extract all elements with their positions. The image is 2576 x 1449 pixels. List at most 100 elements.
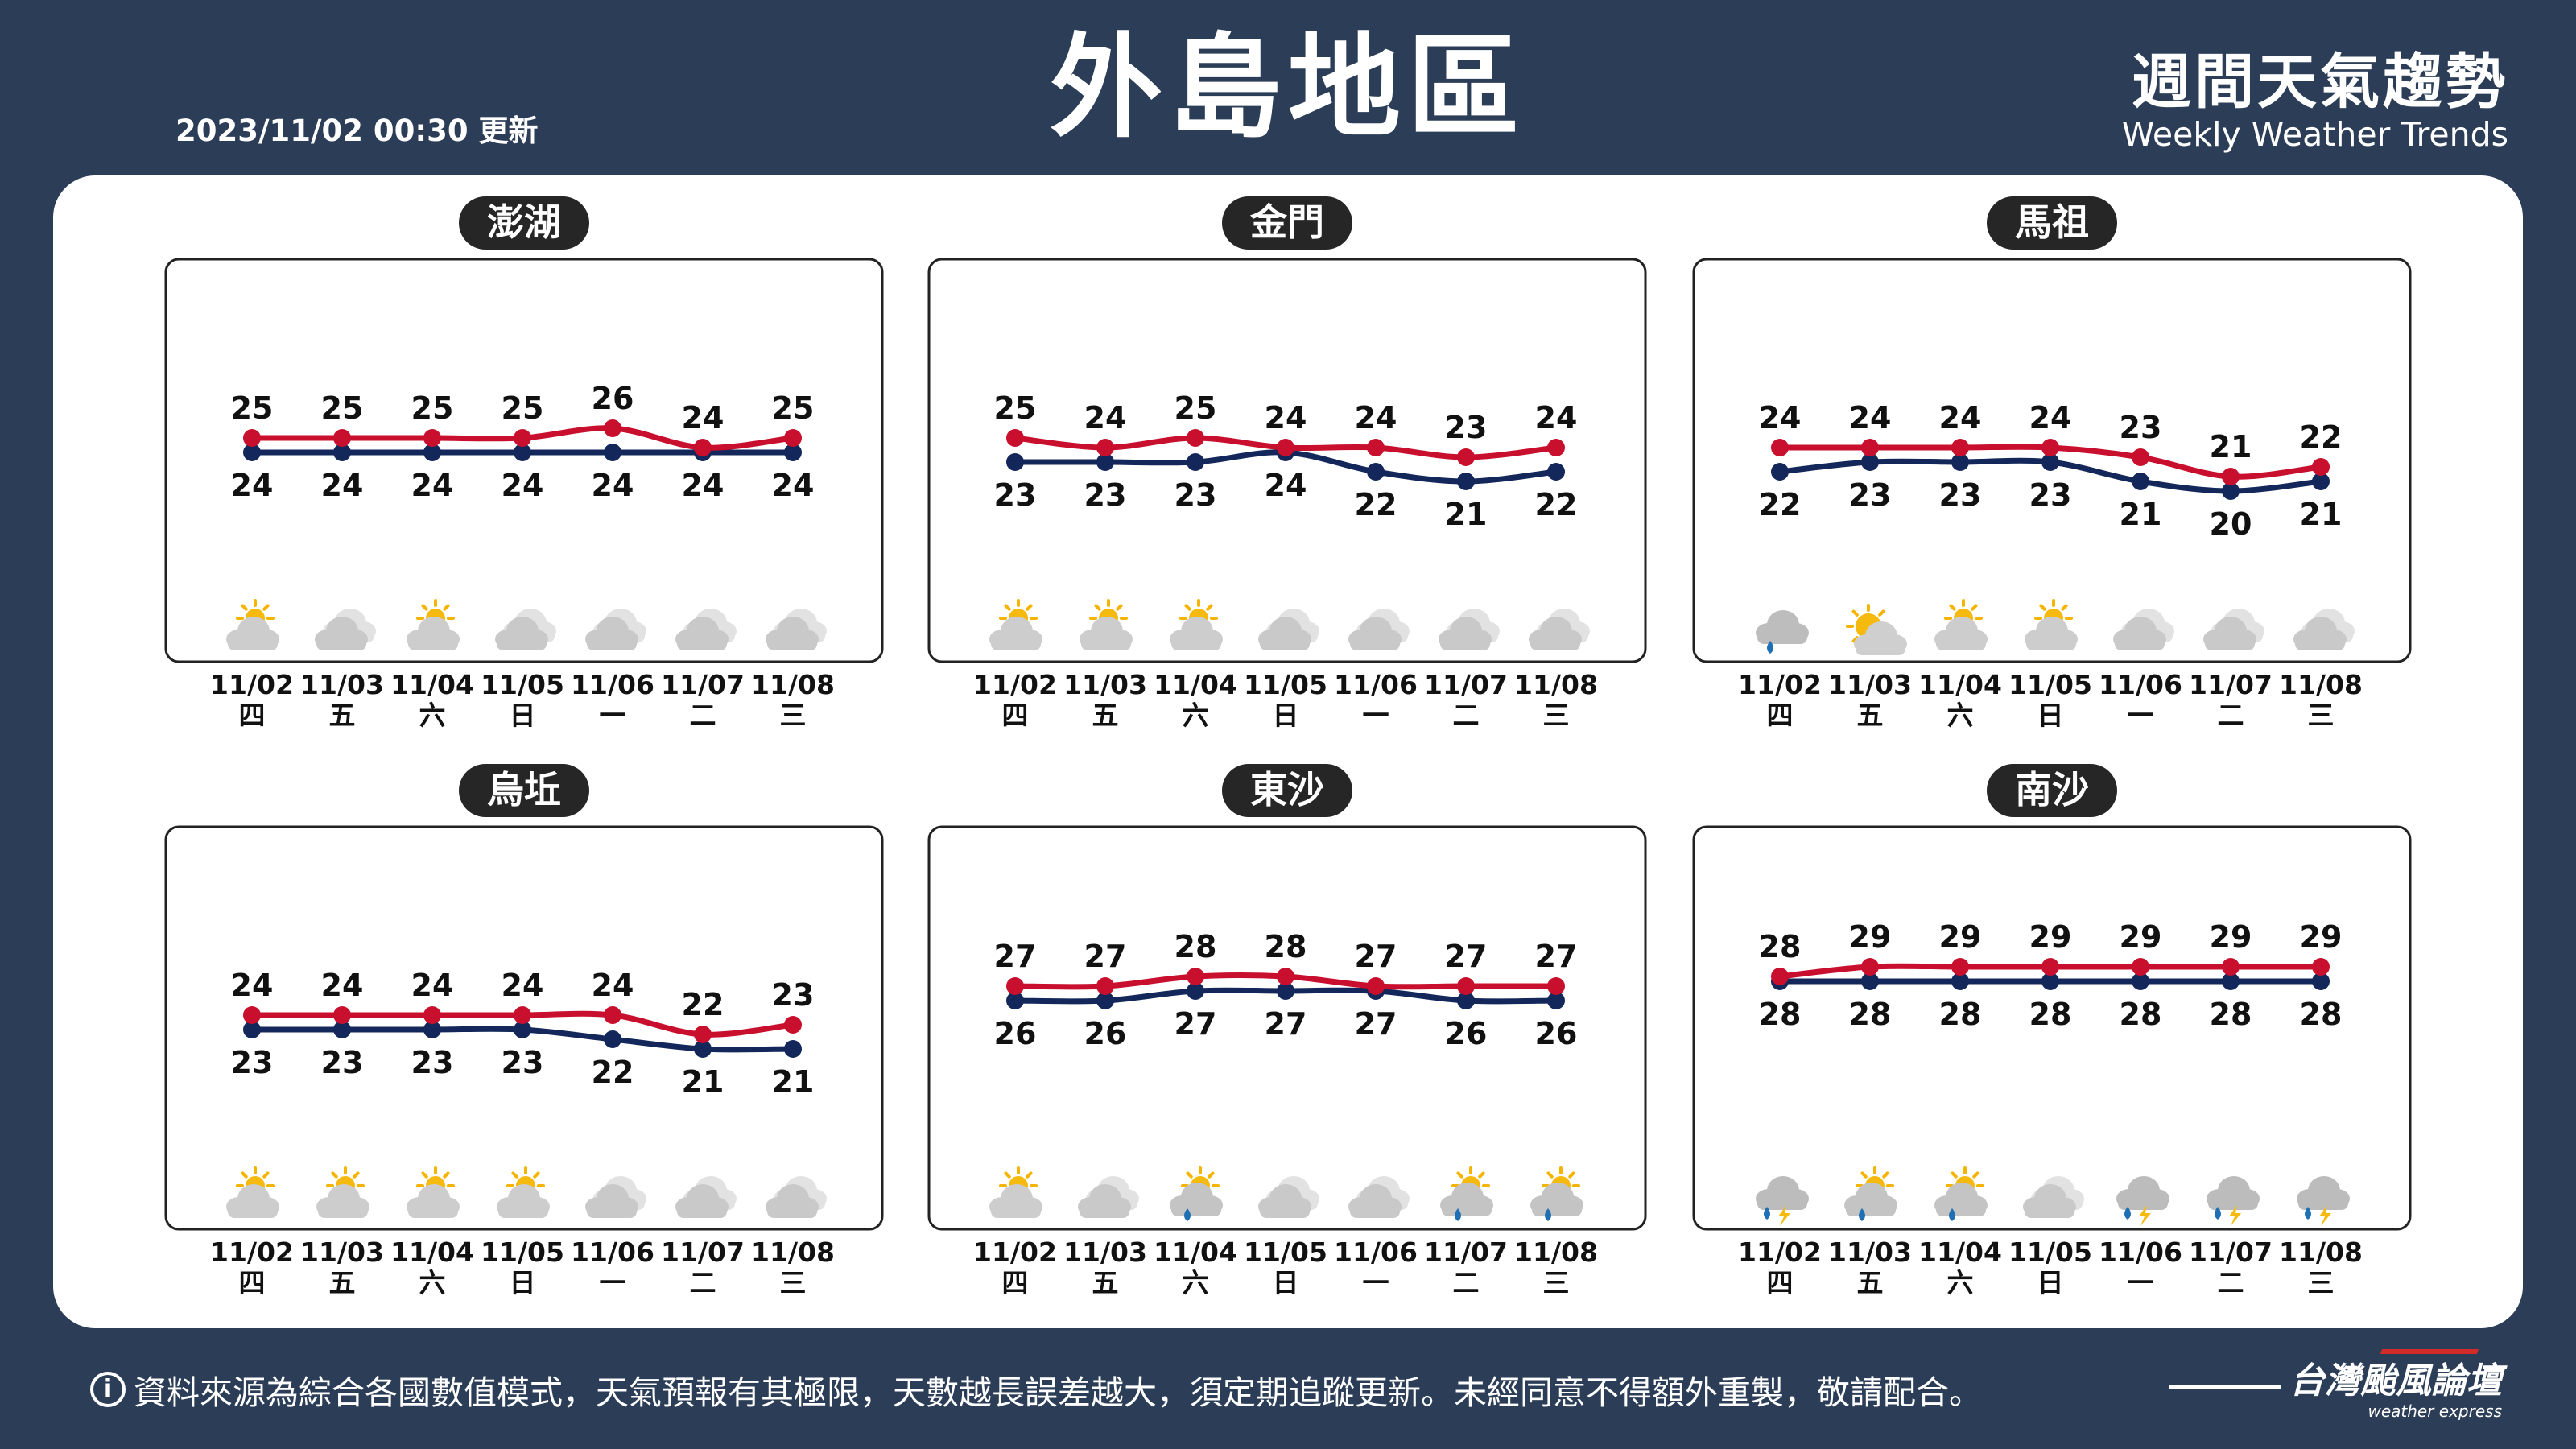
date-label: 11/02 bbox=[210, 1236, 294, 1268]
cloud-base bbox=[1757, 1197, 1807, 1210]
low-temp-point bbox=[1457, 992, 1475, 1009]
low-temp-label: 28 bbox=[2120, 997, 2162, 1032]
plot-frame bbox=[927, 825, 1647, 1231]
cloudy-icon bbox=[585, 609, 646, 650]
station-title-pill: 金門 bbox=[1222, 196, 1352, 250]
low-temp-label: 22 bbox=[1535, 487, 1578, 522]
station-title-bg bbox=[1987, 196, 2117, 250]
weekday-label: 一 bbox=[2128, 1267, 2154, 1298]
high-temp-point bbox=[1457, 977, 1475, 995]
sun-rain-icon bbox=[1530, 1166, 1583, 1221]
weekday-label: 三 bbox=[2308, 700, 2334, 731]
date-label: 11/06 bbox=[1334, 1236, 1418, 1268]
station-panel: 烏坵 24 24 24 24 24 22 23 23 23 23 23 22 21 21 11/02 11/03… bbox=[164, 764, 884, 1298]
logo-text-zh: 台灣颱風論壇 bbox=[2289, 1360, 2502, 1402]
date-label: 11/07 bbox=[661, 669, 745, 700]
low-temp-point bbox=[1367, 463, 1385, 481]
sun-ray bbox=[241, 604, 248, 611]
cloudy-icon bbox=[1439, 609, 1500, 650]
date-label: 11/03 bbox=[1828, 1236, 1912, 1268]
weekday-label: 四 bbox=[239, 700, 266, 731]
low-temp-point bbox=[333, 444, 351, 461]
footer-note: i 資料來源為綜合各國數值模式，天氣預報有其極限，天數越長誤差越大，須定期追蹤更… bbox=[90, 1365, 1982, 1414]
cloud-base bbox=[1260, 1205, 1310, 1218]
low-temp-label: 24 bbox=[592, 468, 634, 503]
date-label: 11/08 bbox=[2279, 1236, 2363, 1268]
low-temp-label: 23 bbox=[1084, 477, 1127, 513]
rain-drop bbox=[1949, 1208, 1955, 1221]
weekday-label: 五 bbox=[1857, 1267, 1884, 1298]
thunderstorm-icon bbox=[2207, 1176, 2260, 1226]
high-temp-point bbox=[2312, 958, 2330, 976]
cloud-base bbox=[1171, 638, 1221, 650]
rain-drop bbox=[1764, 1207, 1770, 1220]
low-temp-label: 28 bbox=[1849, 997, 1892, 1032]
weekday-label: 五 bbox=[329, 1267, 356, 1298]
high-temp-label: 29 bbox=[2210, 919, 2252, 955]
logo-red-stroke bbox=[2380, 1349, 2479, 1354]
cloud-base bbox=[1440, 638, 1490, 650]
sun-ray bbox=[1116, 604, 1123, 611]
high-temp-point bbox=[1187, 968, 1204, 985]
cloud-base bbox=[2208, 1197, 2258, 1210]
low-temp-point bbox=[243, 1021, 261, 1038]
partly-sunny-icon bbox=[1080, 599, 1133, 650]
weekday-label: 三 bbox=[2308, 1267, 2334, 1298]
brand-title-en: Weekly Weather Trends bbox=[2121, 115, 2508, 154]
cloud-base bbox=[1171, 1203, 1221, 1216]
cloud-base bbox=[2298, 1197, 2348, 1210]
low-temp-label: 24 bbox=[682, 468, 724, 503]
weekday-label: 六 bbox=[1183, 1267, 1209, 1298]
date-label: 11/02 bbox=[973, 669, 1057, 700]
high-temp-point bbox=[423, 1006, 441, 1024]
high-temp-label: 27 bbox=[1445, 939, 1488, 974]
sun-rain-icon bbox=[1440, 1166, 1493, 1221]
cloud-base bbox=[1442, 1203, 1492, 1216]
cloud-base bbox=[1350, 1205, 1400, 1218]
high-temp-label: 24 bbox=[1849, 400, 1892, 436]
cloud-base bbox=[1936, 1203, 1986, 1216]
high-temp-label: 27 bbox=[1535, 939, 1578, 974]
low-temp-point bbox=[1006, 453, 1024, 471]
lightning-bolt bbox=[2139, 1205, 2151, 1226]
high-temp-point bbox=[1277, 439, 1294, 456]
low-temp-label: 26 bbox=[1084, 1016, 1127, 1051]
low-temp-point bbox=[423, 1021, 441, 1038]
low-temp-label: 23 bbox=[1939, 477, 1982, 513]
low-temp-point bbox=[1951, 972, 1969, 990]
sun-rain-icon bbox=[1170, 1166, 1223, 1221]
cloud-base bbox=[587, 638, 637, 650]
high-temp-point bbox=[1547, 977, 1565, 995]
station-title-bg bbox=[1222, 196, 1352, 250]
weekday-label: 一 bbox=[2128, 700, 2154, 731]
page-title: 外島地區 bbox=[1049, 23, 1526, 154]
low-temp-label: 23 bbox=[1174, 477, 1217, 513]
cloud-base bbox=[1846, 1203, 1896, 1216]
date-label: 11/08 bbox=[751, 669, 835, 700]
station-title-bg bbox=[459, 764, 589, 817]
cloudy-icon bbox=[1529, 609, 1590, 650]
low-temp-label: 24 bbox=[321, 468, 364, 503]
weekday-label: 二 bbox=[690, 1267, 716, 1298]
date-label: 11/02 bbox=[1738, 669, 1822, 700]
sun-ray bbox=[1951, 1171, 1958, 1179]
date-label: 11/07 bbox=[1424, 669, 1508, 700]
station-title: 南沙 bbox=[2015, 768, 2089, 811]
weekday-label: 六 bbox=[1947, 1267, 1974, 1298]
high-temp-label: 29 bbox=[2029, 919, 2072, 955]
low-temp-label: 26 bbox=[1535, 1016, 1578, 1051]
thunderstorm-icon bbox=[2297, 1176, 2350, 1226]
cloud-base bbox=[1530, 638, 1580, 650]
low-temp-point bbox=[2312, 972, 2330, 990]
high-temp-label: 23 bbox=[1445, 410, 1488, 445]
high-temp-label: 29 bbox=[2120, 919, 2162, 955]
low-temp-point bbox=[1187, 982, 1204, 1000]
high-temp-point bbox=[1006, 977, 1024, 995]
low-temp-label: 24 bbox=[502, 468, 544, 503]
date-label: 11/03 bbox=[1063, 669, 1147, 700]
low-temp-label: 28 bbox=[1759, 997, 1802, 1032]
weekday-label: 日 bbox=[1273, 1267, 1299, 1298]
station-title-pill: 南沙 bbox=[1987, 764, 2117, 817]
low-temp-point bbox=[1547, 463, 1565, 481]
low-temp-label: 23 bbox=[411, 1045, 454, 1080]
